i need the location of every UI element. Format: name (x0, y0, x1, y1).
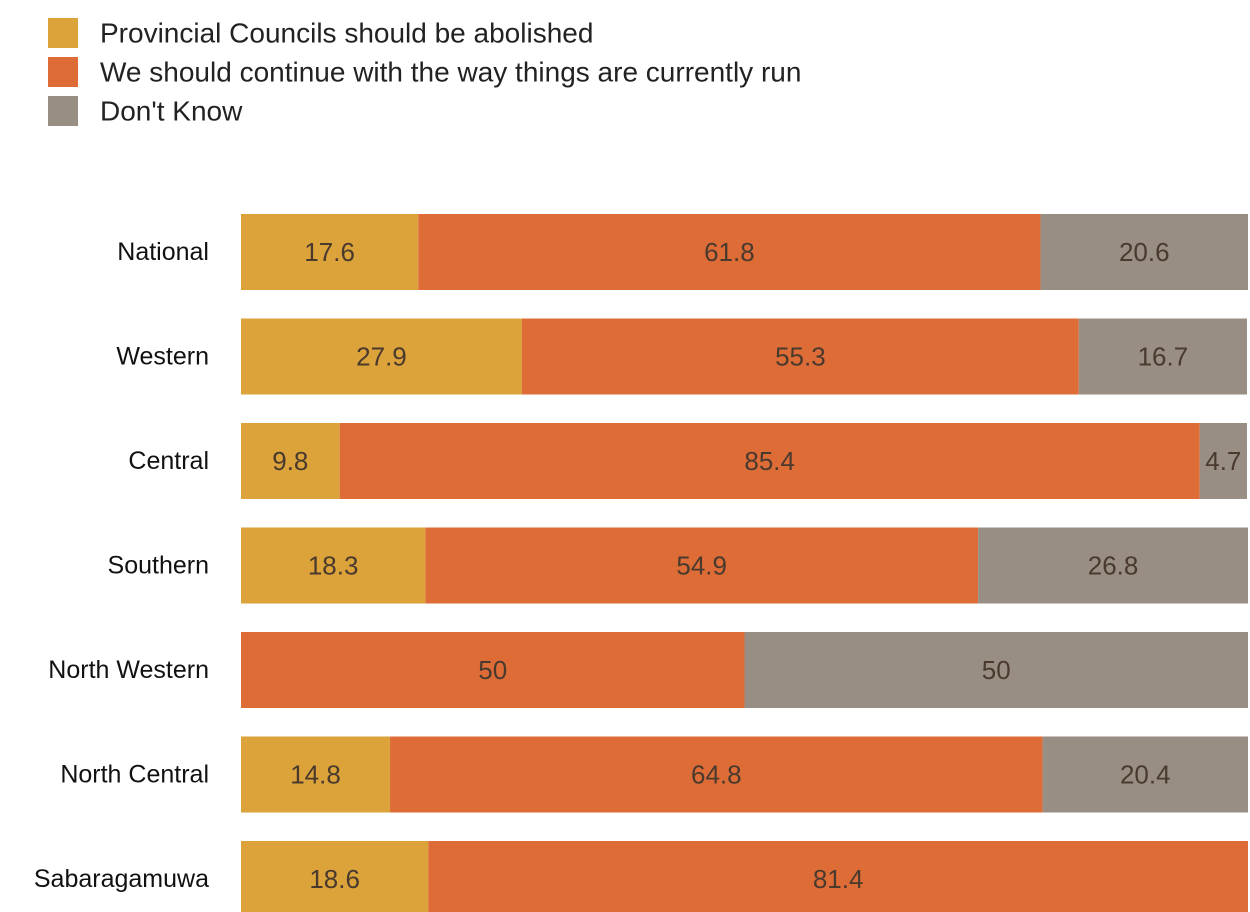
bar-sabaragamuwa-we-should-continue-with-the-way-things-are-currently-run (428, 841, 1248, 912)
legend: Provincial Councils should be abolished W… (48, 18, 801, 127)
bar-national-don-t-know (1040, 214, 1248, 290)
data-label-national-provincial-councils-should-be-abolished: 17.6 (304, 237, 355, 267)
legend-label-provincial-councils-should-be-abolished: Provincial Councils should be abolished (100, 18, 593, 49)
bar-western-we-should-continue-with-the-way-things-are-currently-run (521, 318, 1079, 395)
data-label-north-central-don-t-know: 20.4 (1120, 760, 1171, 790)
data-label-central-provincial-councils-should-be-abolished: 9.8 (272, 446, 308, 476)
data-label-north-central-we-should-continue-with-the-way-things-are-currently-run: 64.8 (691, 760, 742, 790)
data-label-western-we-should-continue-with-the-way-things-are-currently-run: 55.3 (775, 342, 826, 372)
bar-north-central-provincial-councils-should-be-abolished (241, 736, 391, 813)
bar-southern-we-should-continue-with-the-way-things-are-currently-run (425, 527, 979, 604)
category-labels: National Western Central Southern North West… (34, 238, 209, 893)
bar-central-provincial-councils-should-be-abolished (241, 423, 340, 499)
bar-north-western-don-t-know (744, 632, 1248, 708)
data-label-sabaragamuwa-we-should-continue-with-the-way-things-are-currently-run: 81.4 (813, 864, 864, 894)
bar-central-we-should-continue-with-the-way-things-are-currently-run (339, 423, 1200, 499)
bar-north-western-we-should-continue-with-the-way-things-are-currently-run (241, 632, 745, 708)
category-label-sabaragamuwa: Sabaragamuwa (34, 865, 209, 893)
data-label-southern-we-should-continue-with-the-way-things-are-currently-run: 54.9 (676, 551, 727, 581)
data-label-southern-don-t-know: 26.8 (1088, 551, 1139, 581)
bar-central-don-t-know (1199, 423, 1247, 499)
category-label-north-western: North Western (48, 656, 209, 684)
data-label-central-we-should-continue-with-the-way-things-are-currently-run: 85.4 (744, 446, 795, 476)
legend-swatch-we-should-continue-with-the-way-things-are-currently-run (48, 57, 78, 87)
bar-north-central-don-t-know (1042, 736, 1248, 813)
data-label-western-don-t-know: 16.7 (1138, 342, 1189, 372)
data-label-western-provincial-councils-should-be-abolished: 27.9 (356, 342, 407, 372)
bar-southern-provincial-councils-should-be-abolished (241, 527, 426, 604)
bar-national-provincial-councils-should-be-abolished (241, 214, 419, 290)
legend-label-we-should-continue-with-the-way-things-are-currently-run: We should continue with the way things a… (100, 57, 801, 88)
legend-label-don-t-know: Don't Know (100, 96, 243, 127)
data-labels: 17.6 61.8 20.6 27.9 55.3 16.7 9.8 85.4 4.7 18.3 54… (272, 237, 1241, 894)
data-label-national-don-t-know: 20.6 (1119, 237, 1170, 267)
category-label-national: National (117, 238, 209, 266)
data-label-north-central-provincial-councils-should-be-abolished: 14.8 (290, 760, 341, 790)
data-label-sabaragamuwa-provincial-councils-should-be-abolished: 18.6 (309, 864, 360, 894)
bar-sabaragamuwa-provincial-councils-should-be-abolished (241, 841, 429, 912)
category-label-central: Central (128, 447, 209, 475)
data-label-national-we-should-continue-with-the-way-things-are-currently-run: 61.8 (704, 237, 755, 267)
data-label-southern-provincial-councils-should-be-abolished: 18.3 (308, 551, 359, 581)
bar-western-provincial-councils-should-be-abolished (241, 318, 522, 395)
category-label-western: Western (116, 343, 209, 371)
bar-national-we-should-continue-with-the-way-things-are-currently-run (418, 214, 1041, 290)
bar-north-central-we-should-continue-with-the-way-things-are-currently-run (390, 736, 1043, 813)
data-label-north-western-we-should-continue-with-the-way-things-are-currently-run: 50 (478, 655, 507, 685)
category-label-southern: Southern (108, 552, 209, 580)
data-label-north-western-don-t-know: 50 (982, 655, 1011, 685)
legend-swatch-provincial-councils-should-be-abolished (48, 18, 78, 48)
legend-swatch-don-t-know (48, 96, 78, 126)
bar-western-don-t-know (1078, 318, 1247, 395)
data-label-central-don-t-know: 4.7 (1205, 446, 1241, 476)
bars (241, 214, 1248, 912)
bar-southern-don-t-know (978, 527, 1248, 604)
category-label-north-central: North Central (60, 761, 209, 789)
